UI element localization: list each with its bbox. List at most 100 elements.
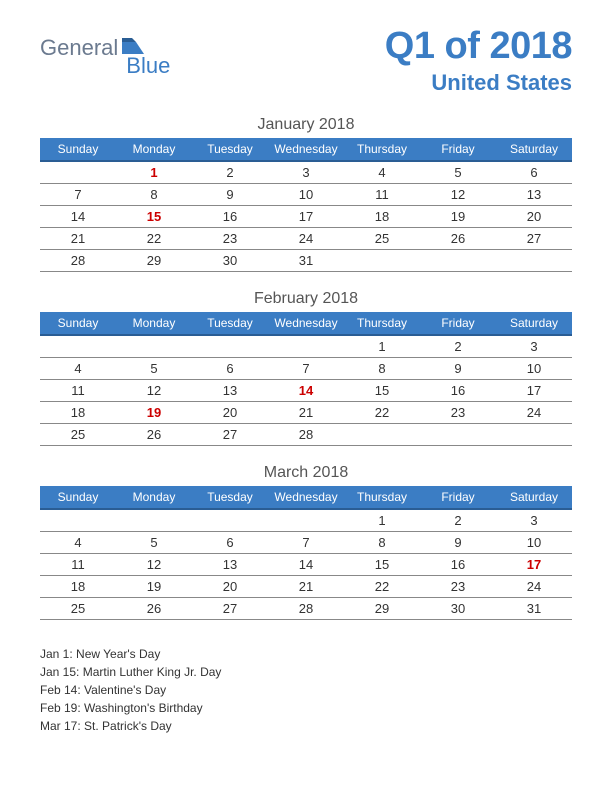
logo-text-1: General	[40, 35, 118, 61]
calendar-row: 28293031	[40, 250, 572, 272]
day-header: Saturday	[496, 312, 572, 335]
calendar-cell: 27	[192, 424, 268, 446]
calendar-cell	[268, 335, 344, 358]
calendar-cell: 26	[116, 598, 192, 620]
calendar-cell: 7	[268, 532, 344, 554]
calendar-row: 25262728	[40, 424, 572, 446]
calendar-cell: 7	[268, 358, 344, 380]
logo: General Blue	[40, 25, 170, 79]
calendar-cell: 2	[420, 509, 496, 532]
day-header: Thursday	[344, 138, 420, 161]
day-header: Monday	[116, 312, 192, 335]
calendar-cell	[116, 509, 192, 532]
day-header: Friday	[420, 312, 496, 335]
calendar-cell: 8	[344, 532, 420, 554]
title-block: Q1 of 2018 United States	[385, 25, 572, 96]
calendar-cell: 23	[192, 228, 268, 250]
page-subtitle: United States	[385, 70, 572, 96]
calendar-cell: 6	[192, 358, 268, 380]
calendar-row: 11121314151617	[40, 554, 572, 576]
calendar-cell: 21	[40, 228, 116, 250]
calendar-cell: 4	[40, 358, 116, 380]
calendar-cell: 2	[192, 161, 268, 184]
day-header: Saturday	[496, 138, 572, 161]
day-header: Thursday	[344, 486, 420, 509]
calendar-cell: 22	[344, 402, 420, 424]
calendar-cell: 2	[420, 335, 496, 358]
calendar-cell: 5	[116, 532, 192, 554]
calendar-cell: 5	[116, 358, 192, 380]
calendar-cell: 23	[420, 402, 496, 424]
day-header: Monday	[116, 486, 192, 509]
calendar-row: 18192021222324	[40, 402, 572, 424]
calendar-cell: 3	[268, 161, 344, 184]
calendar-month: March 2018 SundayMondayTuesdayWednesdayTh…	[40, 464, 572, 620]
calendar-cell: 13	[192, 380, 268, 402]
day-header: Wednesday	[268, 486, 344, 509]
day-header: Wednesday	[268, 138, 344, 161]
header: General Blue Q1 of 2018 United States	[40, 25, 572, 96]
calendar-cell: 26	[420, 228, 496, 250]
calendar-cell: 25	[40, 424, 116, 446]
calendar-cell: 27	[192, 598, 268, 620]
calendar-row: 11121314151617	[40, 380, 572, 402]
calendar-cell: 28	[268, 424, 344, 446]
calendar-cell: 24	[268, 228, 344, 250]
calendar-cell: 4	[40, 532, 116, 554]
calendar-month: January 2018SundayMondayTuesdayWednesday…	[40, 116, 572, 272]
calendar-cell: 11	[40, 554, 116, 576]
calendar-cell: 18	[40, 402, 116, 424]
calendar-cell: 20	[192, 576, 268, 598]
calendar-cell: 1	[344, 509, 420, 532]
calendar-cell: 15	[116, 206, 192, 228]
day-header: Tuesday	[192, 312, 268, 335]
calendar-cell: 18	[40, 576, 116, 598]
calendar-cell	[40, 335, 116, 358]
calendar-cell: 16	[420, 380, 496, 402]
calendar-cell: 14	[40, 206, 116, 228]
day-header: Tuesday	[192, 138, 268, 161]
calendar-cell: 23	[420, 576, 496, 598]
calendar-cell: 29	[344, 598, 420, 620]
holiday-item: Mar 17: St. Patrick's Day	[40, 717, 572, 735]
day-header: Friday	[420, 486, 496, 509]
day-header: Sunday	[40, 486, 116, 509]
calendar-row: 21222324252627	[40, 228, 572, 250]
month-title: March 2018	[40, 464, 572, 482]
calendar-cell: 21	[268, 576, 344, 598]
calendar-cell: 3	[496, 335, 572, 358]
calendar-month: February 2018SundayMondayTuesdayWednesda…	[40, 290, 572, 446]
calendar-cell: 11	[344, 184, 420, 206]
calendar-cell: 4	[344, 161, 420, 184]
calendar-cell: 24	[496, 402, 572, 424]
page-title: Q1 of 2018	[385, 25, 572, 68]
calendar-row: 14151617181920	[40, 206, 572, 228]
calendar-cell: 21	[268, 402, 344, 424]
calendar-cell: 12	[116, 380, 192, 402]
calendar-cell: 19	[420, 206, 496, 228]
day-header: Saturday	[496, 486, 572, 509]
day-header: Wednesday	[268, 312, 344, 335]
month-title: January 2018	[40, 116, 572, 134]
calendar-cell: 18	[344, 206, 420, 228]
calendar-cell: 7	[40, 184, 116, 206]
day-header: Tuesday	[192, 486, 268, 509]
calendar-cell: 11	[40, 380, 116, 402]
calendar-row: 45678910	[40, 532, 572, 554]
calendar-cell: 9	[420, 358, 496, 380]
calendar-cell: 3	[496, 509, 572, 532]
calendar-cell: 31	[496, 598, 572, 620]
calendar-cell: 9	[192, 184, 268, 206]
calendar-cell	[116, 335, 192, 358]
calendar-row: 25262728293031	[40, 598, 572, 620]
calendar-cell: 16	[420, 554, 496, 576]
calendar-row: 78910111213	[40, 184, 572, 206]
calendar-cell: 31	[268, 250, 344, 272]
calendar-cell: 20	[496, 206, 572, 228]
calendar-table: SundayMondayTuesdayWednesdayThursdayFrid…	[40, 486, 572, 620]
calendar-cell: 17	[496, 380, 572, 402]
calendar-cell: 22	[344, 576, 420, 598]
holiday-item: Jan 15: Martin Luther King Jr. Day	[40, 663, 572, 681]
calendars-container: January 2018SundayMondayTuesdayWednesday…	[40, 116, 572, 620]
calendar-cell: 1	[116, 161, 192, 184]
